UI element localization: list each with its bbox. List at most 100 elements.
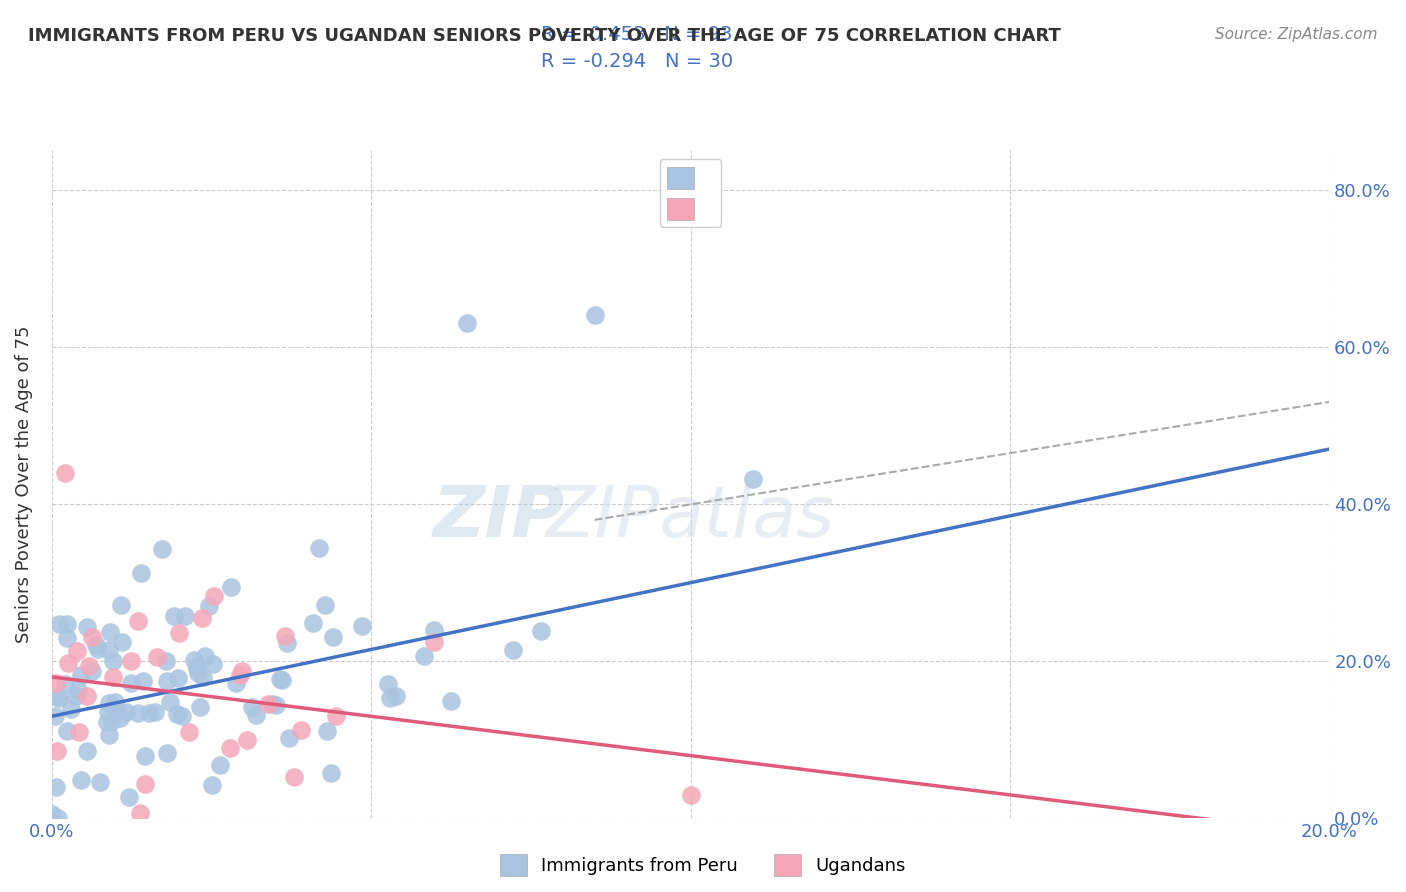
Point [111,635,134,649]
Point [131,673,153,688]
Point [423,634,446,648]
Point [163,609,186,624]
Point [101,670,124,684]
Point [231,664,253,678]
Point [110,598,132,612]
Point [191,611,214,625]
Point [283,770,305,784]
Point [101,714,124,729]
Point [41,806,63,821]
Point [225,676,247,690]
Point [115,705,138,719]
Text: ZIP: ZIP [433,483,565,552]
Text: R = -0.294   N = 30: R = -0.294 N = 30 [541,52,734,70]
Text: R =  0.453   N = 93: R = 0.453 N = 93 [541,25,733,44]
Point [118,789,141,804]
Point [166,707,188,722]
Point [202,589,225,603]
Point [236,733,259,747]
Point [201,778,224,792]
Point [186,661,208,675]
Point [56,724,79,739]
Point [97,643,120,657]
Point [167,671,190,685]
Point [98,625,121,640]
Point [188,700,211,714]
Point [138,706,160,721]
Point [156,746,179,760]
Point [44,709,66,723]
Point [240,700,263,714]
Point [53,677,76,691]
Point [108,711,131,725]
Point [377,677,399,691]
Point [104,705,127,719]
Point [173,608,195,623]
Point [53,466,76,480]
Point [155,655,177,669]
Point [60,702,83,716]
Point [134,749,156,764]
Point [245,707,267,722]
Point [143,705,166,719]
Point [127,615,149,629]
Point [384,689,406,703]
Point [97,696,120,710]
Point [55,617,77,632]
Point [679,788,702,802]
Point [98,727,121,741]
Point [276,636,298,650]
Point [170,709,193,723]
Point [583,309,606,323]
Point [502,643,524,657]
Point [194,649,217,664]
Point [76,690,98,704]
Point [120,655,142,669]
Point [48,616,70,631]
Legend: Immigrants from Peru, Ugandans: Immigrants from Peru, Ugandans [492,847,914,883]
Point [380,691,402,706]
Text: Source: ZipAtlas.com: Source: ZipAtlas.com [1215,27,1378,42]
Point [84,638,107,652]
Point [128,806,150,821]
Point [156,673,179,688]
Legend:  ,  : , [659,160,721,227]
Point [274,629,297,643]
Point [46,690,69,705]
Point [76,744,98,758]
Point [742,472,765,486]
Point [159,695,181,709]
Text: ZIPatlas: ZIPatlas [546,483,835,552]
Point [208,757,231,772]
Point [269,672,291,686]
Point [257,698,280,712]
Point [65,689,87,703]
Point [186,660,208,674]
Point [67,724,90,739]
Point [302,616,325,631]
Point [69,773,91,788]
Point [134,777,156,791]
Point [177,725,200,739]
Point [264,698,287,713]
Point [308,541,330,555]
Point [530,624,553,639]
Point [440,694,463,708]
Point [314,598,336,612]
Point [97,706,120,720]
Point [96,714,118,729]
Point [87,642,110,657]
Point [56,656,79,670]
Point [198,599,221,613]
Point [127,706,149,721]
Point [89,774,111,789]
Point [45,675,67,690]
Point [319,765,342,780]
Point [120,676,142,690]
Point [79,658,101,673]
Point [191,670,214,684]
Point [187,665,209,680]
Point [423,623,446,637]
Point [322,631,344,645]
Point [104,695,127,709]
